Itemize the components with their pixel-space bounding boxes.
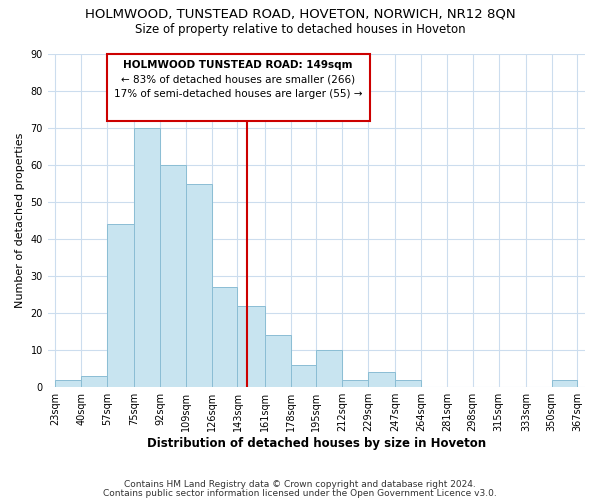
Text: Contains public sector information licensed under the Open Government Licence v3: Contains public sector information licen…: [103, 488, 497, 498]
FancyBboxPatch shape: [107, 54, 370, 120]
Text: Size of property relative to detached houses in Hoveton: Size of property relative to detached ho…: [134, 22, 466, 36]
Text: HOLMWOOD, TUNSTEAD ROAD, HOVETON, NORWICH, NR12 8QN: HOLMWOOD, TUNSTEAD ROAD, HOVETON, NORWIC…: [85, 8, 515, 20]
Bar: [342, 380, 368, 387]
Text: 17% of semi-detached houses are larger (55) →: 17% of semi-detached houses are larger (…: [114, 89, 362, 99]
X-axis label: Distribution of detached houses by size in Hoveton: Distribution of detached houses by size …: [147, 437, 486, 450]
Bar: [212, 287, 238, 387]
Text: Contains HM Land Registry data © Crown copyright and database right 2024.: Contains HM Land Registry data © Crown c…: [124, 480, 476, 489]
Bar: [551, 380, 577, 387]
Bar: [186, 184, 212, 387]
Bar: [368, 372, 395, 387]
Bar: [107, 224, 134, 387]
Y-axis label: Number of detached properties: Number of detached properties: [15, 133, 25, 308]
Bar: [265, 336, 290, 387]
Bar: [316, 350, 342, 387]
Bar: [134, 128, 160, 387]
Bar: [55, 380, 81, 387]
Text: HOLMWOOD TUNSTEAD ROAD: 149sqm: HOLMWOOD TUNSTEAD ROAD: 149sqm: [124, 60, 353, 70]
Bar: [81, 376, 107, 387]
Bar: [395, 380, 421, 387]
Text: ← 83% of detached houses are smaller (266): ← 83% of detached houses are smaller (26…: [121, 74, 355, 85]
Bar: [160, 165, 186, 387]
Bar: [238, 306, 265, 387]
Bar: [290, 365, 316, 387]
